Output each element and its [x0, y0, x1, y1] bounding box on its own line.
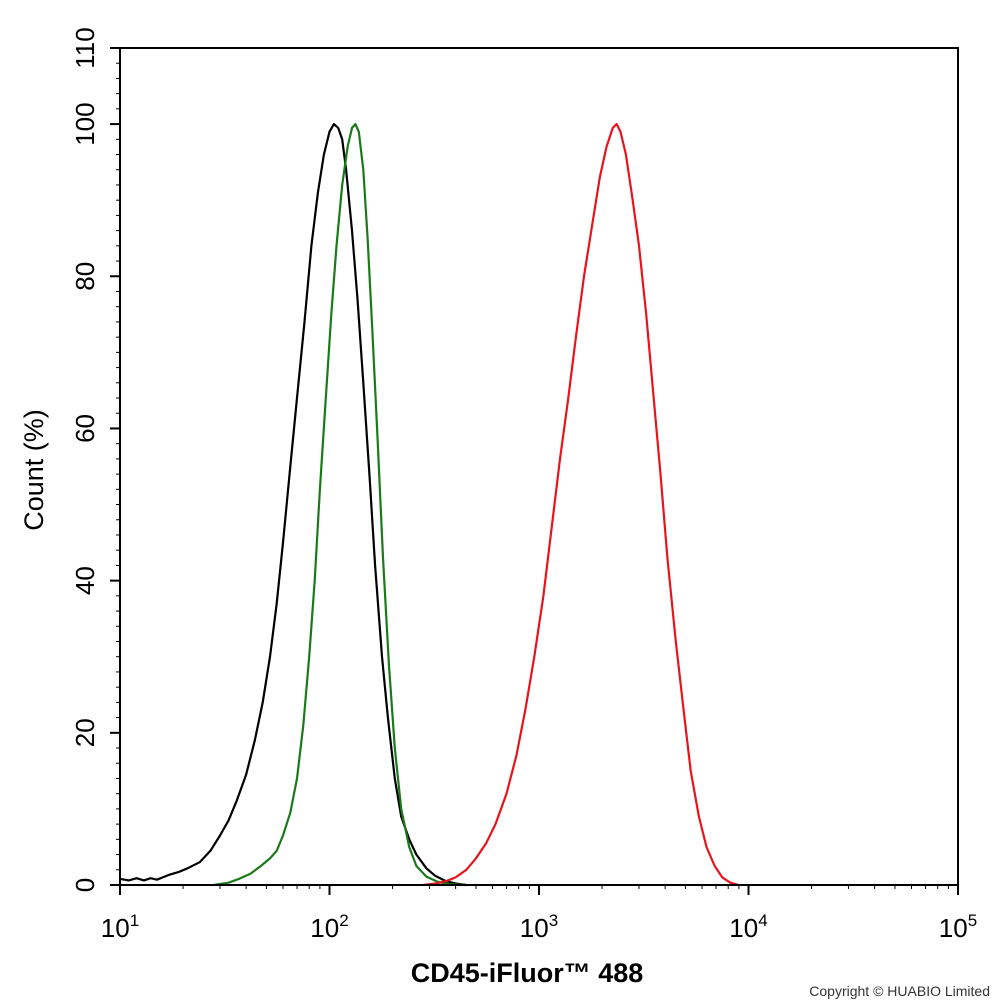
- copyright-notice: Copyright © HUABIO Limited: [809, 983, 990, 999]
- y-tick-label: 60: [70, 414, 100, 443]
- y-axis-title: Count (%): [19, 409, 49, 531]
- y-tick-label: 80: [70, 262, 100, 291]
- x-tick-label: 104: [729, 911, 767, 943]
- x-tick-label: 102: [310, 911, 348, 943]
- series-line-3: [423, 122, 740, 887]
- series-group: [119, 122, 740, 887]
- y-tick-label: 20: [70, 718, 100, 747]
- y-axis-ticks: 0 20 40 60 80 100 110: [70, 27, 120, 892]
- y-tick-label: 100: [70, 102, 100, 145]
- series-line-1: [119, 122, 467, 887]
- plot-frame: [119, 47, 959, 886]
- y-tick-label: 0: [70, 878, 100, 892]
- series-line-2: [213, 122, 467, 887]
- x-tick-label: 105: [939, 911, 977, 943]
- x-axis-ticks: 101 102 103 104 105: [101, 885, 977, 943]
- x-tick-label: 101: [101, 911, 139, 943]
- y-tick-label: 40: [70, 566, 100, 595]
- y-tick-label: 110: [70, 27, 100, 68]
- x-tick-label: 103: [520, 911, 558, 943]
- x-axis-title: CD45-iFluor™ 488: [411, 958, 644, 988]
